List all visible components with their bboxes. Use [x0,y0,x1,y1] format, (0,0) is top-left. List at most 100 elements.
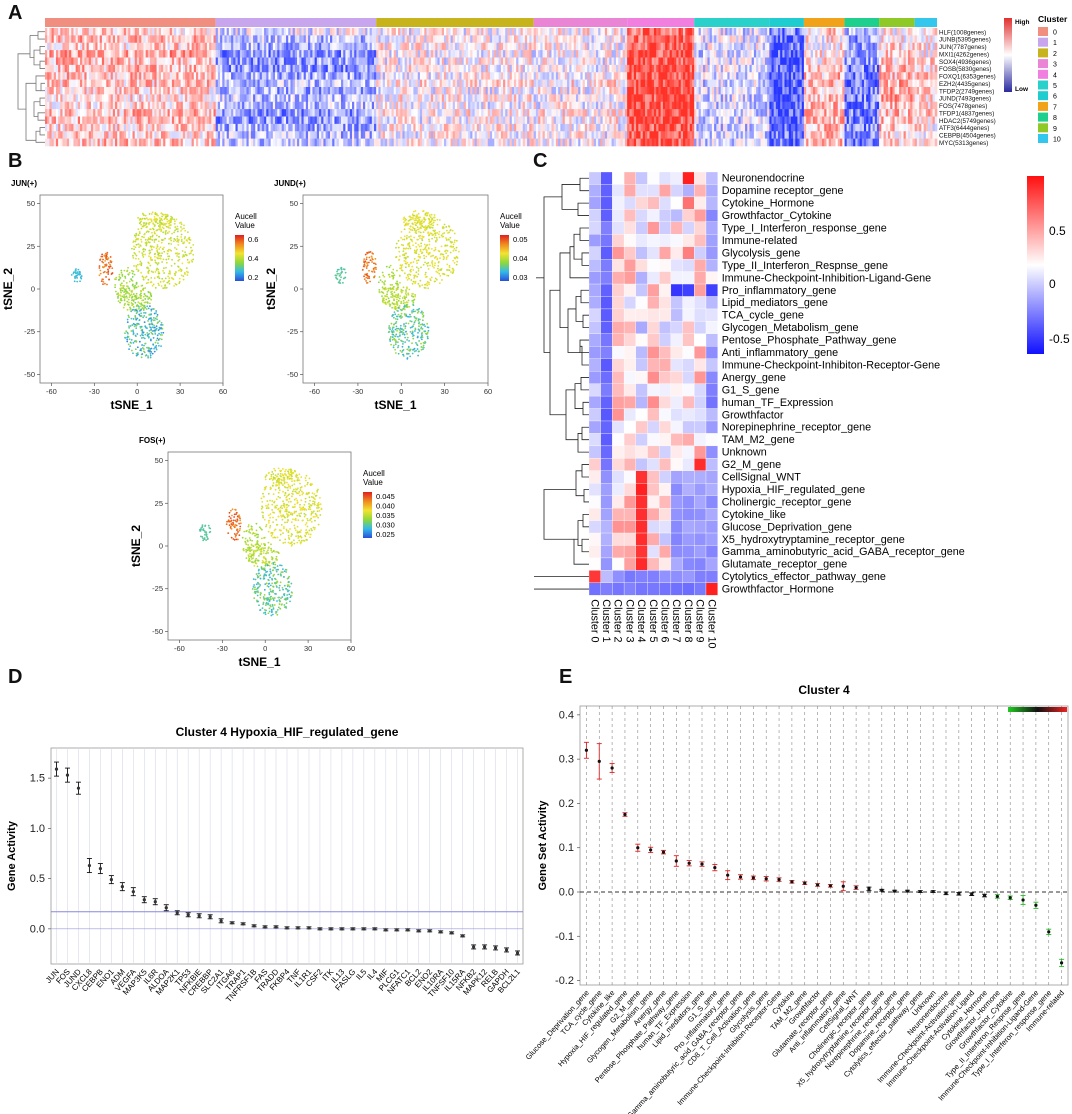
data-point-marker [493,946,498,950]
data-point-Immune-Checkpoint-Inhibition-Ligand-Gene [1033,901,1039,909]
x-tick-label: 60 [347,644,355,653]
panel-label-c: C [533,150,548,172]
heatmap-c-row-label: Pro_inflammatory_gene [722,285,837,297]
y-tick-label: 50 [155,456,163,465]
data-point-Immune-Checkpoint-Activation-Ligand [969,892,975,896]
heatmap-row-label: FOXQ1(6353genes) [939,74,996,81]
data-point-Growthfactor [815,883,821,887]
data-point-marker [828,884,833,888]
y-tick-label: 0 [294,285,298,294]
heatmap-c-legend-bar [1027,176,1044,354]
panel-b-tsne-plots: JUN(+) -60 -30 0 30 60 50 25 0 -25 -50 tSNE_1 tSNE_2… [1,179,528,669]
cluster-legend-label: 6 [1053,94,1057,101]
y-tick-label: 1.0 [30,823,45,835]
heatmap-row-label: MXI1(4262genes) [939,51,989,58]
data-point-marker [636,846,640,850]
heatmap-row-label: MYC(5313genes) [939,140,988,147]
cluster-legend-swatch-2 [1038,48,1048,58]
data-point-marker [296,926,300,930]
legend-title-line1: Aucell [500,212,522,221]
heatmap-c-cells [588,171,718,596]
y-tick-label: 0.4 [559,709,574,721]
y-tick-label: 50 [27,199,35,208]
legend-title-line1: Aucell [235,212,257,221]
plot-frame [579,705,1069,986]
data-point-IL13 [339,927,345,931]
data-point-MAPK12 [482,944,488,950]
cluster-legend-swatch-3 [1038,59,1048,69]
data-point-marker [764,877,768,881]
data-point-marker [263,925,267,929]
data-point-ENO1 [108,875,114,885]
tsne-plot-title: JUN(+) [11,179,37,188]
data-point-marker [87,863,92,868]
heatmap-c-row-label: G1_S_gene [722,384,780,396]
data-point-Norepinephrine_receptor_gene [892,889,898,893]
heatmap-row-label: FOS(7478genes) [939,103,987,110]
heatmap-row-label: EZH2(4435genes) [939,81,990,88]
y-tick-label: -50 [24,370,35,379]
heatmap-c-row-label: G2_M_gene [722,459,781,471]
data-point-Glycogen_Metabolism_gene [648,846,654,854]
data-point-TNFRSF1B [251,924,257,928]
y-tick-label: -25 [152,584,163,593]
heatmap-c-row-label: Immune-Checkpoint-Inhibiton-Receptor-Gen… [722,359,940,371]
data-point-Cytokine [789,880,795,884]
legend-title-line2: Value [500,221,520,230]
data-point-Type_I_Interferon_response_gene [1046,928,1052,935]
heatmap-c-col-label: Cluster 5 [647,599,659,642]
data-point-X5_hydroxytryptamine_receptor_gene [879,888,885,892]
data-point-Cholinergic_receptor_gene [866,886,872,892]
cluster-bar-7 [803,18,845,27]
x-tick-label: 30 [440,387,448,396]
legend-title-line1: Aucell [363,469,385,478]
cluster-bar-6 [769,18,804,27]
legend-tick-label: 0.6 [248,235,258,244]
data-point-FAS [262,925,268,929]
heatmap-row-label: HLF(1008genes) [939,29,986,36]
heatmap-c-row-label: Type_I_Interferon_response_gene [722,223,887,235]
x-tick-label: 0 [263,644,267,653]
y-tick-label: -25 [24,327,35,336]
data-point-VEGFA [130,887,136,897]
heatmap-c-col-label: Cluster 3 [623,599,635,642]
heatmap-c-row-label: Cholinergic_receptor_gene [722,496,852,508]
data-point-marker [417,929,421,933]
tsne-plot-title: FOS(+) [139,436,166,445]
row-dendrogram [17,31,45,143]
heatmap-c-row-label: Glycogen_Metabolism_gene [722,322,859,334]
data-point-marker [472,945,476,949]
x-tick-label: -30 [89,387,100,396]
legend-title-line2: Value [363,478,383,487]
cluster-legend-label: 10 [1053,137,1061,144]
x-axis-label: tSNE_1 [238,655,280,669]
data-point-Immune-Checkpoint-Inhibiton-Receptor-Gene [776,877,782,882]
data-point-marker [76,786,81,790]
data-point-marker [186,913,190,917]
data-point-marker [815,883,820,887]
cluster-legend-label: 8 [1053,115,1057,122]
heatmap-c-row-label: Cytokine_Hormone [722,198,814,210]
cluster-legend-label: 0 [1053,30,1057,37]
data-point-marker [918,889,922,894]
heatmap-c-row-label: Cytokine_like [722,509,786,521]
data-point-Pro_inflammatory_gene [725,870,731,881]
data-point-marker [373,927,377,931]
data-point-Type_II_Interferon_Respnse_gene [1020,895,1026,905]
heatmap-c-col-label: Cluster 9 [694,599,706,642]
data-point-marker [208,915,212,919]
x-tick-label: -60 [174,644,185,653]
heatmap-row-label: HDAC2(5749genes) [939,118,996,125]
data-point-NFKB2 [471,944,477,950]
data-point-marker [751,876,755,880]
cluster-legend-swatch-1 [1038,37,1048,47]
heatmap-row-label: SOX4(4936genes) [939,59,991,66]
data-point-marker [610,766,614,770]
data-point-marker [597,759,601,763]
data-point-MAP3K5 [141,896,147,904]
y-tick-label: -50 [287,370,298,379]
cluster-legend-swatch-5 [1038,80,1048,90]
heatmap-c-row-label: Dopamine receptor_gene [722,185,844,197]
data-point-CD8_T_Cell_Activation_gene [750,875,756,881]
